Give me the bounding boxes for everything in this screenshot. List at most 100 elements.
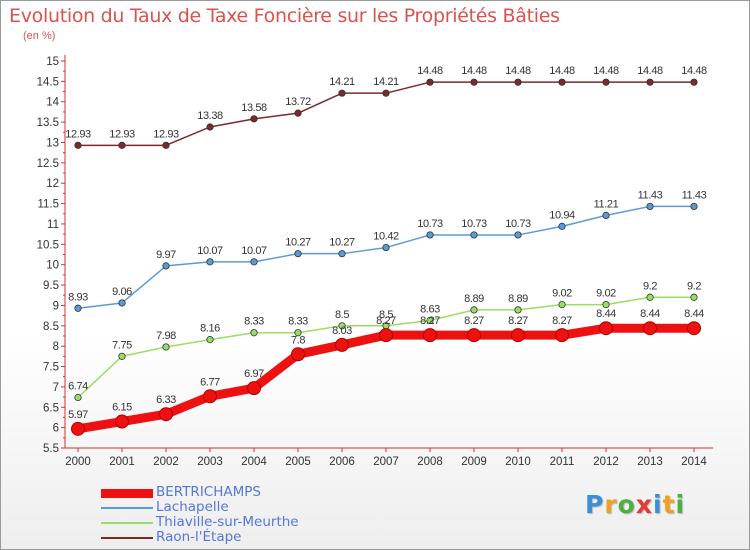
data-point-lachapelle bbox=[514, 231, 522, 239]
y-tick-label: 7 bbox=[53, 382, 59, 394]
data-point-lachapelle bbox=[646, 202, 654, 211]
data-label-bertrichamps: 8.27 bbox=[376, 315, 396, 327]
data-label-thiaville-sur-meurthe: 8.63 bbox=[420, 303, 440, 315]
data-label-thiaville-sur-meurthe: 9.02 bbox=[552, 288, 572, 300]
data-point-raon-l-tape bbox=[74, 141, 82, 149]
data-point-raon-l-tape bbox=[294, 109, 302, 117]
data-label-bertrichamps: 7.8 bbox=[291, 334, 305, 346]
data-point-thiaville-sur-meurthe bbox=[646, 293, 654, 301]
logo-letter: r bbox=[604, 490, 618, 519]
data-label-lachapelle: 11.43 bbox=[638, 189, 663, 201]
data-label-thiaville-sur-meurthe: 7.75 bbox=[112, 339, 132, 351]
data-point-raon-l-tape bbox=[558, 78, 566, 86]
data-point-thiaville-sur-meurthe bbox=[558, 301, 566, 309]
legend-label: Lachapelle bbox=[156, 499, 229, 515]
data-label-thiaville-sur-meurthe: 8.89 bbox=[508, 293, 528, 305]
proxiti-logo: Proxiti bbox=[585, 490, 685, 519]
data-label-bertrichamps: 6.15 bbox=[112, 402, 132, 414]
data-point-bertrichamps bbox=[291, 347, 305, 362]
data-label-bertrichamps: 8.27 bbox=[552, 315, 572, 327]
data-label-thiaville-sur-meurthe: 8.5 bbox=[335, 309, 349, 321]
data-point-bertrichamps bbox=[159, 407, 173, 422]
legend-swatch bbox=[101, 537, 153, 539]
data-point-bertrichamps bbox=[643, 321, 657, 336]
data-label-thiaville-sur-meurthe: 9.02 bbox=[596, 288, 616, 300]
data-point-bertrichamps bbox=[467, 328, 481, 343]
x-tick-label: 2001 bbox=[109, 456, 135, 468]
x-tick-label: 2006 bbox=[329, 456, 355, 468]
chart-title: Evolution du Taux de Taxe Foncière sur l… bbox=[9, 5, 560, 27]
data-label-lachapelle: 9.97 bbox=[156, 249, 176, 261]
y-tick-label: 12.5 bbox=[37, 158, 59, 170]
legend-swatch bbox=[101, 522, 153, 524]
y-tick-label: 9.5 bbox=[43, 280, 59, 292]
data-label-bertrichamps: 8.27 bbox=[464, 315, 484, 327]
data-point-raon-l-tape bbox=[426, 78, 434, 86]
x-tick-label: 2013 bbox=[637, 456, 663, 468]
data-label-bertrichamps: 5.97 bbox=[68, 409, 88, 421]
data-label-bertrichamps: 6.97 bbox=[244, 368, 264, 380]
data-label-thiaville-sur-meurthe: 8.89 bbox=[464, 293, 484, 305]
data-point-thiaville-sur-meurthe bbox=[338, 322, 346, 330]
data-point-thiaville-sur-meurthe bbox=[470, 306, 478, 314]
data-label-thiaville-sur-meurthe: 6.74 bbox=[68, 380, 88, 392]
data-point-bertrichamps bbox=[599, 321, 613, 336]
y-tick-label: 12 bbox=[46, 178, 59, 190]
logo-letter: i bbox=[675, 490, 686, 519]
data-label-lachapelle: 11.43 bbox=[682, 189, 707, 201]
y-tick-label: 10.5 bbox=[37, 239, 59, 251]
y-tick-label: 13 bbox=[46, 137, 59, 149]
data-label-raon-l-tape: 12.93 bbox=[65, 128, 91, 140]
y-tick-label: 6 bbox=[53, 423, 59, 435]
data-point-raon-l-tape bbox=[118, 141, 126, 149]
x-tick-label: 2012 bbox=[593, 456, 619, 468]
data-point-bertrichamps bbox=[423, 328, 437, 343]
data-label-raon-l-tape: 14.21 bbox=[329, 76, 355, 88]
data-label-lachapelle: 10.73 bbox=[461, 218, 487, 230]
y-tick-label: 8.5 bbox=[43, 321, 59, 333]
data-point-lachapelle bbox=[74, 304, 82, 312]
data-label-raon-l-tape: 13.38 bbox=[197, 110, 223, 122]
data-point-bertrichamps bbox=[203, 389, 217, 404]
y-tick-label: 11 bbox=[47, 219, 59, 231]
data-label-raon-l-tape: 14.48 bbox=[681, 65, 707, 77]
data-label-lachapelle: 10.07 bbox=[241, 245, 267, 257]
data-label-lachapelle: 10.07 bbox=[197, 245, 223, 257]
x-tick-label: 2005 bbox=[285, 456, 311, 468]
y-tick-label: 15 bbox=[46, 56, 59, 68]
data-point-thiaville-sur-meurthe bbox=[690, 293, 698, 301]
data-point-bertrichamps bbox=[511, 328, 525, 343]
data-point-raon-l-tape bbox=[470, 78, 478, 86]
data-label-raon-l-tape: 14.48 bbox=[505, 65, 531, 77]
data-label-lachapelle: 9.06 bbox=[112, 286, 132, 298]
logo-letter: i bbox=[653, 490, 663, 519]
legend-swatch bbox=[101, 488, 153, 498]
data-point-lachapelle bbox=[426, 231, 434, 239]
data-point-lachapelle bbox=[382, 243, 390, 252]
data-label-thiaville-sur-meurthe: 9.2 bbox=[687, 280, 701, 292]
data-point-thiaville-sur-meurthe bbox=[426, 316, 434, 325]
data-label-bertrichamps: 8.44 bbox=[684, 308, 704, 320]
data-point-raon-l-tape bbox=[162, 141, 170, 149]
y-tick-label: 14 bbox=[46, 97, 59, 109]
x-tick-label: 2007 bbox=[373, 456, 399, 468]
data-label-thiaville-sur-meurthe: 8.33 bbox=[288, 316, 308, 328]
data-point-lachapelle bbox=[162, 262, 170, 270]
data-point-bertrichamps bbox=[71, 421, 85, 436]
data-label-thiaville-sur-meurthe: 8.5 bbox=[379, 309, 393, 321]
y-tick-label: 14.5 bbox=[37, 76, 59, 88]
data-label-bertrichamps: 8.27 bbox=[420, 315, 440, 327]
y-tick-label: 10 bbox=[46, 260, 59, 272]
legend-label: Raon-l'Étape bbox=[156, 529, 242, 545]
logo-letter: P bbox=[585, 490, 605, 519]
data-point-raon-l-tape bbox=[514, 78, 522, 86]
data-label-bertrichamps: 8.44 bbox=[596, 308, 616, 320]
data-point-thiaville-sur-meurthe bbox=[602, 301, 610, 309]
data-label-thiaville-sur-meurthe: 8.16 bbox=[200, 323, 220, 335]
data-point-thiaville-sur-meurthe bbox=[206, 336, 214, 344]
data-point-thiaville-sur-meurthe bbox=[74, 393, 82, 402]
data-point-lachapelle bbox=[470, 231, 478, 239]
data-point-lachapelle bbox=[602, 211, 610, 219]
